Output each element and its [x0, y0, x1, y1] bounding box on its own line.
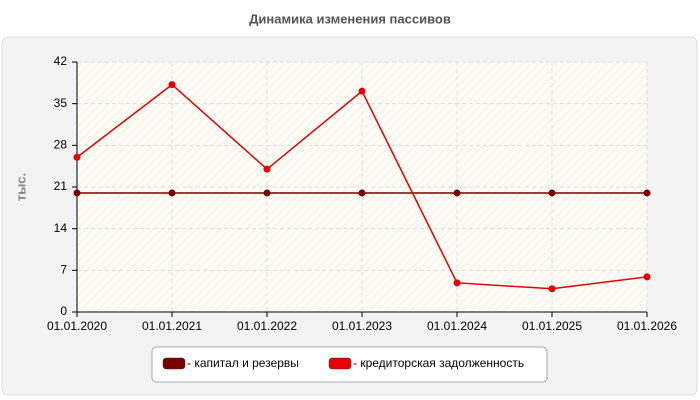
- x-tick-label: 01.01.2021: [142, 319, 202, 333]
- data-point: [73, 189, 81, 197]
- y-tick-label: 14: [54, 221, 68, 235]
- legend-label: - капитал и резервы: [187, 356, 299, 370]
- y-tick-label: 0: [60, 304, 67, 318]
- x-tick-label: 01.01.2023: [332, 319, 392, 333]
- x-tick-label: 01.01.2020: [47, 319, 107, 333]
- y-tick-label: 28: [54, 138, 68, 152]
- y-tick-label: 21: [54, 179, 68, 193]
- data-point: [453, 279, 461, 287]
- y-tick-label: 7: [60, 263, 67, 277]
- data-point: [453, 189, 461, 197]
- data-point: [643, 273, 651, 281]
- data-point: [643, 189, 651, 197]
- legend-swatch: [162, 357, 186, 370]
- x-tick-label: 01.01.2025: [522, 319, 582, 333]
- data-point: [548, 189, 556, 197]
- x-tick-label: 01.01.2024: [427, 319, 487, 333]
- data-point: [358, 189, 366, 197]
- y-tick-label: 35: [54, 96, 68, 110]
- data-point: [168, 189, 176, 197]
- data-point: [358, 87, 366, 95]
- y-tick-label: 42: [54, 54, 68, 68]
- data-point: [263, 189, 271, 197]
- legend-swatch: [328, 357, 352, 370]
- x-tick-label: 01.01.2026: [617, 319, 677, 333]
- data-point: [548, 285, 556, 293]
- chart-title: Динамика изменения пассивов: [249, 11, 451, 26]
- data-point: [263, 165, 271, 173]
- x-tick-label: 01.01.2022: [237, 319, 297, 333]
- data-point: [73, 153, 81, 161]
- y-axis-label: тыс.: [13, 173, 28, 201]
- data-point: [168, 81, 176, 89]
- legend-label: - кредиторская задолженность: [353, 356, 524, 370]
